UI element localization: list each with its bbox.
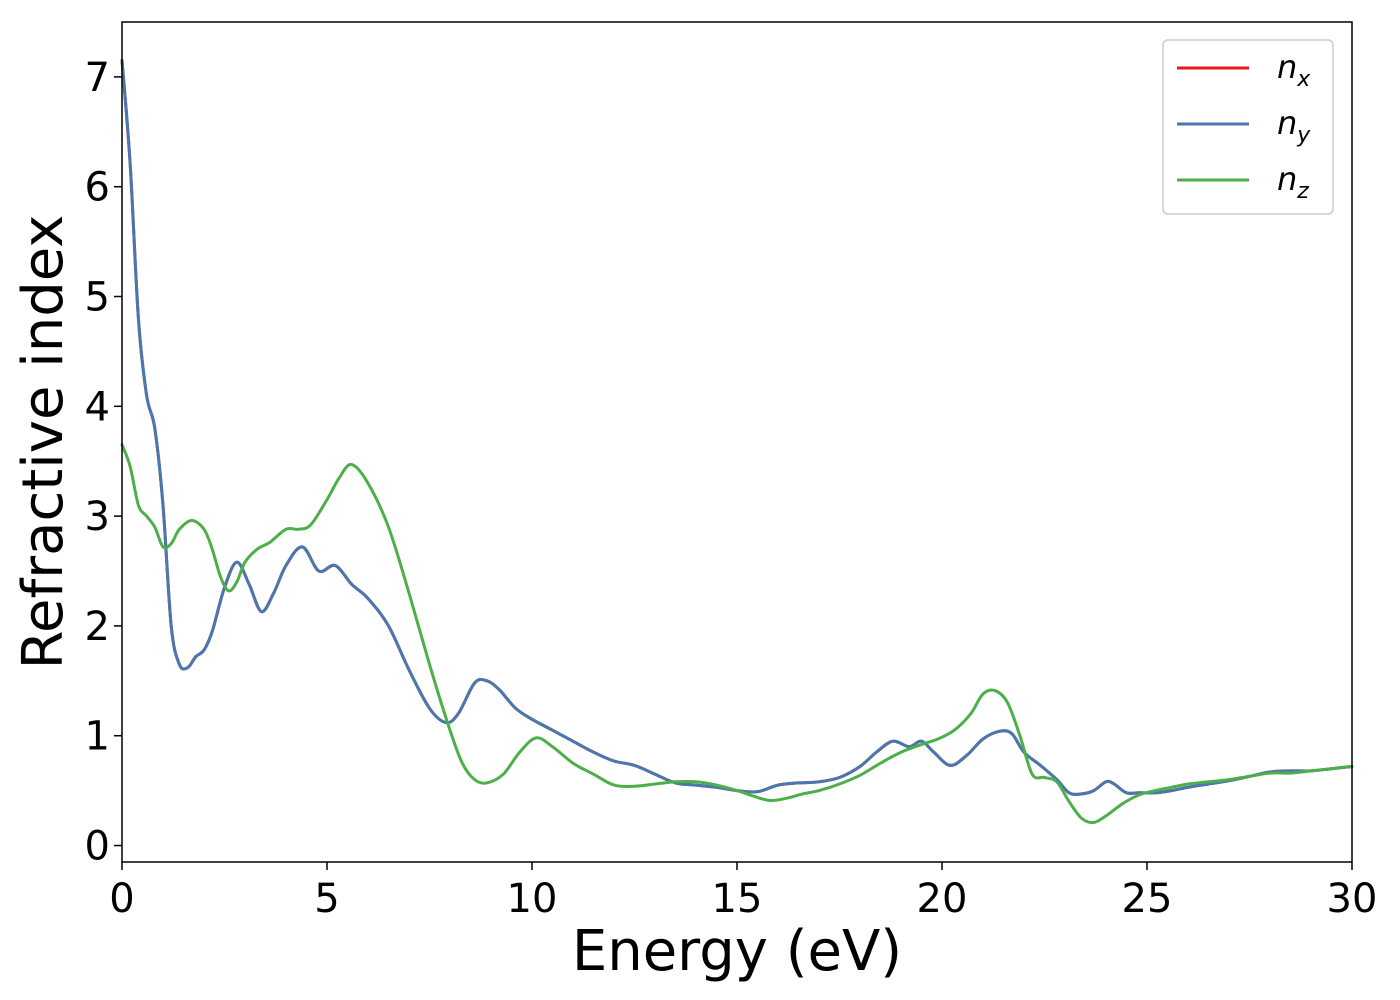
legend-box bbox=[1162, 39, 1334, 215]
y-axis: 0 1 2 3 4 5 6 7 bbox=[85, 55, 122, 870]
y-tick-label: 0 bbox=[85, 824, 110, 870]
y-tick-label: 6 bbox=[85, 165, 110, 211]
x-axis-label: Energy (eV) bbox=[572, 919, 902, 984]
y-tick-label: 1 bbox=[85, 714, 110, 760]
y-axis-label: Refractive index bbox=[11, 215, 76, 670]
y-tick-label: 2 bbox=[85, 604, 110, 650]
x-tick-label: 30 bbox=[1327, 876, 1378, 922]
y-tick-label: 5 bbox=[85, 275, 110, 321]
x-axis: 0 5 10 15 20 25 30 bbox=[109, 862, 1377, 922]
series-layer bbox=[120, 58, 1354, 825]
x-tick-label: 25 bbox=[1122, 876, 1173, 922]
x-tick-label: 5 bbox=[314, 876, 339, 922]
y-tick-label: 7 bbox=[85, 55, 110, 101]
x-tick-label: 0 bbox=[109, 876, 134, 922]
series-line-z bbox=[120, 443, 1354, 825]
legend-label-y: ny bbox=[1277, 104, 1311, 148]
y-tick-label: 3 bbox=[85, 494, 110, 540]
x-tick-label: 15 bbox=[712, 876, 763, 922]
legend: nx ny nz bbox=[1162, 39, 1334, 215]
legend-label-z: nz bbox=[1277, 160, 1309, 204]
y-tick-label: 4 bbox=[85, 384, 110, 430]
legend-label-x: nx bbox=[1277, 48, 1311, 92]
x-tick-label: 10 bbox=[507, 876, 558, 922]
x-tick-label: 20 bbox=[917, 876, 968, 922]
